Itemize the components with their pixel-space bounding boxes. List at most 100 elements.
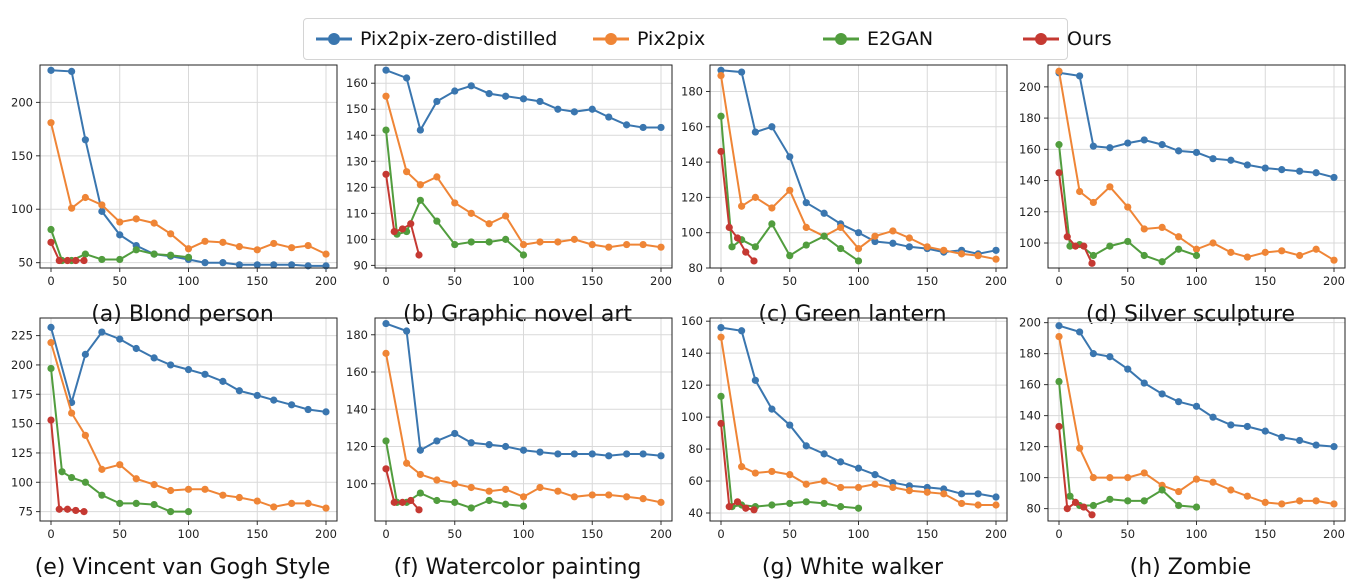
data-point: [889, 239, 897, 247]
data-point: [72, 506, 80, 515]
data-point: [253, 391, 261, 400]
data-point: [570, 108, 578, 116]
x-tick-label: 0: [717, 527, 724, 541]
data-point: [502, 442, 510, 451]
data-point: [80, 256, 88, 265]
data-point: [132, 215, 140, 223]
data-point: [768, 220, 776, 228]
x-tick-label: 100: [1186, 527, 1208, 541]
data-point: [288, 499, 296, 507]
data-point: [1071, 498, 1080, 507]
data-point: [1076, 72, 1084, 80]
data-point: [871, 232, 879, 240]
data-point: [433, 437, 441, 445]
data-point: [733, 234, 742, 242]
data-point: [1261, 498, 1269, 507]
data-point: [940, 490, 948, 498]
data-point: [923, 243, 931, 251]
data-point: [72, 256, 80, 265]
data-point: [1055, 169, 1063, 177]
data-point: [81, 431, 89, 439]
data-point: [1192, 251, 1201, 260]
data-point: [184, 245, 193, 253]
data-point: [382, 126, 390, 134]
data-point: [1175, 501, 1183, 510]
data-point: [623, 121, 631, 129]
y-tick-label: 90: [353, 258, 368, 272]
data-point: [1209, 413, 1217, 421]
data-point: [322, 250, 330, 258]
series-line: [720, 396, 859, 510]
data-point: [68, 204, 76, 212]
data-point: [201, 370, 209, 378]
data-point: [1106, 144, 1114, 152]
y-tick-label: 160: [346, 76, 368, 90]
data-point: [433, 173, 441, 181]
data-point: [1192, 402, 1201, 410]
data-point: [398, 498, 407, 506]
legend-marker-icon: [593, 33, 629, 45]
data-point: [536, 238, 544, 246]
y-tick-label: 80: [1026, 502, 1041, 516]
data-point: [81, 136, 89, 144]
data-point: [81, 350, 89, 358]
data-point: [1158, 486, 1166, 494]
y-tick-label: 100: [346, 477, 368, 491]
y-tick-label: 180: [346, 328, 368, 342]
data-point: [63, 505, 72, 513]
data-point: [1158, 390, 1166, 398]
data-point: [1209, 478, 1217, 486]
data-point: [467, 483, 475, 492]
y-tick-label: 175: [11, 387, 33, 401]
data-point: [98, 491, 106, 499]
x-tick-label: 0: [382, 527, 389, 541]
data-point: [485, 496, 493, 505]
y-tick-label: 100: [1019, 236, 1041, 250]
data-point: [116, 231, 124, 239]
data-point: [605, 113, 613, 121]
data-point: [639, 450, 647, 458]
data-point: [605, 243, 613, 251]
x-tick-label: 150: [581, 274, 603, 288]
data-point: [416, 196, 424, 204]
y-tick-label: 140: [1019, 174, 1041, 188]
data-point: [1124, 237, 1132, 246]
data-point: [889, 483, 897, 492]
y-tick-label: 180: [1019, 111, 1041, 125]
data-point: [1140, 251, 1148, 260]
data-point: [1124, 497, 1132, 505]
data-point: [467, 504, 475, 512]
data-point: [1055, 332, 1063, 341]
data-point: [802, 480, 810, 488]
data-point: [657, 123, 665, 132]
data-point: [390, 498, 398, 506]
data-point: [742, 248, 750, 256]
data-point: [1066, 492, 1074, 500]
data-point: [1076, 444, 1084, 452]
data-point: [68, 473, 76, 482]
data-point: [1055, 377, 1063, 386]
data-point: [837, 244, 845, 253]
y-tick-label: 100: [681, 410, 703, 424]
x-tick-label: 150: [581, 527, 603, 541]
data-point: [992, 255, 1000, 263]
data-point: [167, 361, 175, 369]
data-point: [974, 252, 982, 260]
x-tick-label: 100: [513, 274, 535, 288]
y-tick-label: 150: [11, 149, 33, 163]
data-point: [1089, 142, 1097, 150]
x-tick-label: 100: [848, 274, 870, 288]
data-point: [451, 480, 459, 488]
data-point: [433, 496, 441, 505]
data-point: [132, 246, 140, 254]
data-point: [433, 217, 441, 225]
data-point: [837, 223, 845, 231]
data-point: [415, 506, 423, 514]
data-point: [382, 437, 390, 445]
data-point: [167, 486, 175, 495]
data-point: [958, 250, 966, 258]
chart-panel: 0 50 100 150 200 90 100 110 120 130 140 150 160 (b) G…: [346, 64, 673, 327]
data-point: [554, 238, 562, 246]
x-tick-label: 150: [246, 274, 268, 288]
data-point: [768, 204, 776, 212]
